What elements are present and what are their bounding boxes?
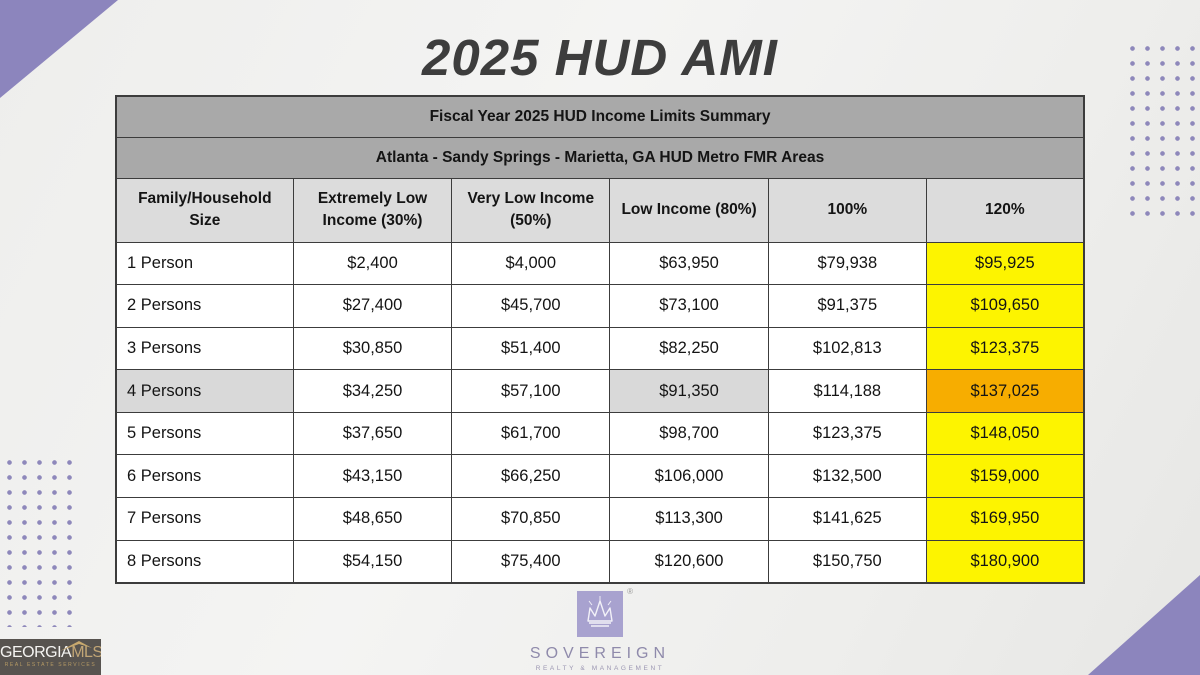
cell: $2,400: [292, 241, 453, 286]
cell: $150,750: [767, 539, 927, 584]
cell: $48,650: [292, 497, 453, 541]
row-label: 8 Persons: [115, 539, 294, 584]
cell: $45,700: [451, 284, 611, 328]
row-label: 3 Persons: [115, 326, 294, 371]
georgia-mls-roof-icon: [60, 641, 92, 651]
cell: $102,813: [767, 326, 927, 371]
sovereign-wordmark: SOVEREIGN: [529, 645, 671, 662]
cell-highlighted: $148,050: [925, 411, 1085, 456]
column-header-very-low: Very Low Income (50%): [451, 177, 611, 243]
cell: $4,000: [451, 241, 611, 286]
cell: $43,150: [292, 454, 453, 499]
table-row: 7 Persons $48,650 $70,850 $113,300 $141,…: [115, 497, 1085, 541]
cell: $57,100: [451, 369, 611, 413]
column-header-row: Family/Household Size Extremely Low Inco…: [115, 177, 1085, 243]
cell: $79,938: [767, 241, 927, 286]
column-header-100pct: 100%: [767, 177, 927, 243]
cell: $66,250: [451, 454, 611, 499]
cell: $141,625: [767, 497, 927, 541]
cell: $132,500: [767, 454, 927, 499]
cell: $113,300: [609, 497, 769, 541]
cell: $114,188: [767, 369, 927, 413]
cell: $98,700: [609, 411, 769, 456]
column-header-low: Low Income (80%): [609, 177, 769, 243]
georgia-mls-tagline: REAL ESTATE SERVICES: [4, 662, 97, 668]
dot-grid-bottom-left: [2, 455, 77, 627]
georgia-mls-logo: GEORGIAMLS REAL ESTATE SERVICES: [0, 639, 101, 675]
row-label: 4 Persons: [115, 369, 294, 413]
georgia-mls-word2: MLS: [71, 644, 101, 661]
table-title: Fiscal Year 2025 HUD Income Limits Summa…: [115, 95, 1085, 138]
cell-highlighted: $95,925: [925, 241, 1085, 286]
cell: $91,375: [767, 284, 927, 328]
georgia-mls-word1: GEORGIA: [0, 644, 72, 661]
table-row: 2 Persons $27,400 $45,700 $73,100 $91,37…: [115, 284, 1085, 328]
cell: $120,600: [609, 539, 769, 584]
column-header-family-size: Family/Household Size: [115, 177, 294, 243]
cell: $106,000: [609, 454, 769, 499]
table-row: 8 Persons $54,150 $75,400 $120,600 $150,…: [115, 539, 1085, 584]
cell: $34,250: [292, 369, 453, 413]
row-label: 1 Person: [115, 241, 294, 286]
column-header-extremely-low: Extremely Low Income (30%): [292, 177, 453, 243]
page-title: 2025 HUD AMI: [422, 29, 778, 86]
sovereign-crown-icon: ®: [577, 587, 633, 637]
table-row-4-persons: 4 Persons $34,250 $57,100 $91,350 $114,1…: [115, 369, 1085, 413]
cell: $73,100: [609, 284, 769, 328]
cell: $61,700: [451, 411, 611, 456]
table-title-row: Fiscal Year 2025 HUD Income Limits Summa…: [115, 95, 1085, 138]
cell: $123,375: [767, 411, 927, 456]
cell: $37,650: [292, 411, 453, 456]
cell: $75,400: [451, 539, 611, 584]
dot-grid-top-right: [1125, 41, 1200, 219]
cell: $54,150: [292, 539, 453, 584]
row-label: 7 Persons: [115, 497, 294, 541]
table-subtitle: Atlanta - Sandy Springs - Marietta, GA H…: [115, 136, 1085, 179]
row-label: 2 Persons: [115, 284, 294, 328]
cell-highlighted: $109,650: [925, 284, 1085, 328]
cell: $30,850: [292, 326, 453, 371]
column-header-120pct: 120%: [925, 177, 1085, 243]
cell-highlighted: $123,375: [925, 326, 1085, 371]
cell: $51,400: [451, 326, 611, 371]
cell-highlighted: $159,000: [925, 454, 1085, 499]
registered-mark: ®: [627, 587, 633, 596]
cell-highlighted-orange: $137,025: [925, 369, 1085, 413]
table-row: 5 Persons $37,650 $61,700 $98,700 $123,3…: [115, 411, 1085, 456]
cell: $63,950: [609, 241, 769, 286]
row-label: 6 Persons: [115, 454, 294, 499]
income-limits-table: Fiscal Year 2025 HUD Income Limits Summa…: [115, 95, 1085, 584]
cell-highlighted: $180,900: [925, 539, 1085, 584]
cell-highlighted: $169,950: [925, 497, 1085, 541]
cell: $27,400: [292, 284, 453, 328]
table-row: 6 Persons $43,150 $66,250 $106,000 $132,…: [115, 454, 1085, 499]
row-label: 5 Persons: [115, 411, 294, 456]
sovereign-tagline: REALTY & MANAGEMENT: [535, 665, 665, 672]
sovereign-logo: ® SOVEREIGN REALTY & MANAGEMENT: [0, 587, 1200, 672]
table-subtitle-row: Atlanta - Sandy Springs - Marietta, GA H…: [115, 136, 1085, 179]
cell-highlighted-gray: $91,350: [609, 369, 769, 413]
cell: $82,250: [609, 326, 769, 371]
table-row: 1 Person $2,400 $4,000 $63,950 $79,938 $…: [115, 241, 1085, 286]
table-row: 3 Persons $30,850 $51,400 $82,250 $102,8…: [115, 326, 1085, 371]
cell: $70,850: [451, 497, 611, 541]
